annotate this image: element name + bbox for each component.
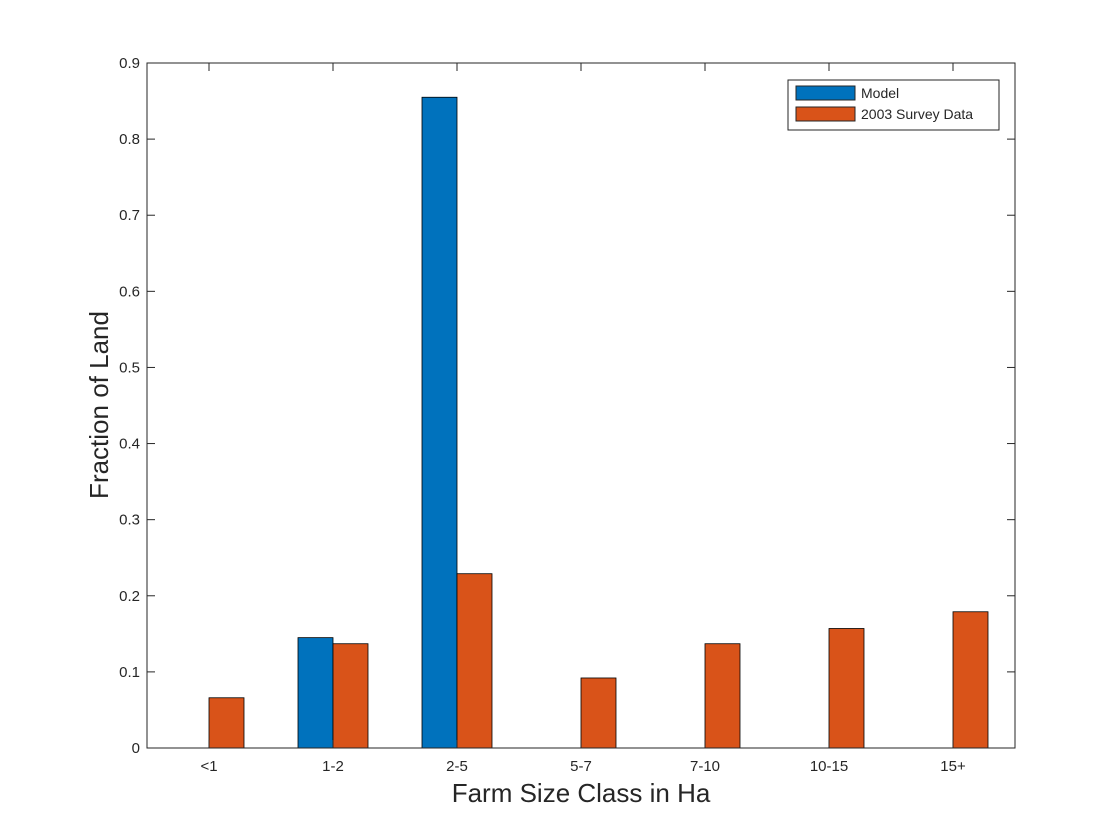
x-tick-label: 1-2 — [322, 758, 344, 775]
x-tick-label: 7-10 — [690, 758, 720, 775]
x-tick-label: 5-7 — [570, 758, 592, 775]
x-axis-label: Farm Size Class in Ha — [452, 778, 711, 808]
bar-2003-survey-data-1-2 — [332, 643, 369, 749]
x-tick-label: 10-15 — [810, 758, 848, 775]
y-axis-label: Fraction of Land — [84, 311, 114, 499]
bar-2003-survey-data-5-7 — [580, 677, 617, 749]
y-tick-label: 0.6 — [119, 283, 140, 300]
y-tick-label: 0.9 — [119, 55, 140, 72]
legend-label-model: Model — [861, 85, 899, 101]
bar-2003-survey-data-15 — [952, 611, 989, 749]
x-tick-label: 15+ — [940, 758, 966, 775]
y-tick-label: 0.2 — [119, 588, 140, 605]
y-tick-label: 0.3 — [119, 512, 140, 529]
bar-2003-survey-data-lt1 — [208, 697, 245, 749]
bar-model-1-2 — [297, 637, 334, 749]
bar-model-2-5 — [421, 96, 458, 749]
y-tick-label: 0.8 — [119, 131, 140, 148]
legend-swatch-survey — [795, 106, 856, 122]
bar-2003-survey-data-2-5 — [456, 573, 493, 749]
legend-label-survey: 2003 Survey Data — [861, 106, 973, 122]
y-tick-label: 0.4 — [119, 436, 140, 453]
y-tick-labels: 0 0.1 0.2 0.3 0.4 0.5 0.6 0.7 0.8 0.9 — [119, 55, 140, 757]
y-tick-label: 0.5 — [119, 359, 140, 376]
y-tick-label: 0.1 — [119, 664, 140, 681]
bars-layer — [208, 96, 989, 749]
y-tick-label: 0 — [132, 740, 140, 757]
bar-2003-survey-data-7-10 — [704, 643, 741, 749]
ticks-layer — [147, 62, 1015, 749]
x-tick-label: 2-5 — [446, 758, 468, 775]
legend: Model 2003 Survey Data — [787, 79, 1000, 131]
y-tick-label: 0.7 — [119, 207, 140, 224]
x-tick-label: <1 — [200, 758, 217, 775]
legend-swatch-model — [795, 85, 856, 101]
bar-2003-survey-data-10-15 — [828, 628, 865, 749]
x-tick-labels: <1 1-2 2-5 5-7 7-10 10-15 15+ — [200, 758, 966, 775]
